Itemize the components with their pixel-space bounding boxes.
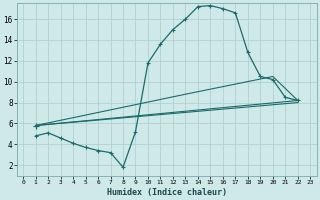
X-axis label: Humidex (Indice chaleur): Humidex (Indice chaleur) [107, 188, 227, 197]
